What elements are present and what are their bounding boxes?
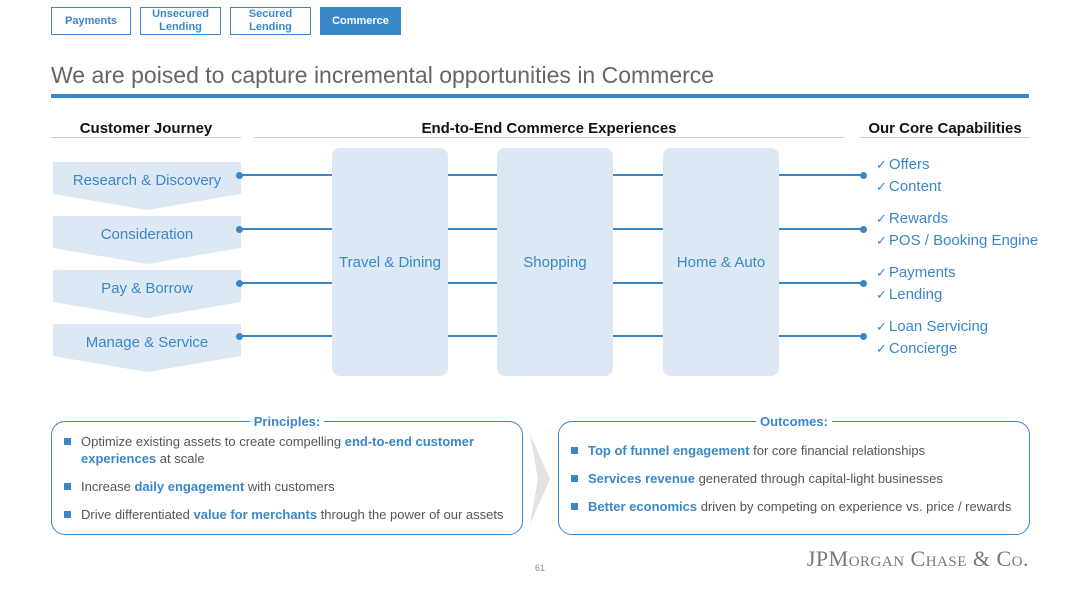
bullet-icon — [64, 483, 71, 490]
check-icon: ✓ — [876, 265, 887, 280]
check-icon: ✓ — [876, 287, 887, 302]
journey-step: Manage & Service — [85, 334, 209, 351]
connector-line — [448, 335, 497, 337]
connector-line — [613, 228, 663, 230]
experience-panel-travel — [332, 148, 448, 376]
company-logo: JPMorgan Chase & Co. — [806, 546, 1029, 571]
tab-secured-lending[interactable]: Secured Lending — [230, 7, 311, 35]
check-icon: ✓ — [876, 157, 887, 172]
connector-dot — [236, 333, 243, 340]
connector-line — [240, 335, 332, 337]
experience-panel-shopping — [497, 148, 613, 376]
connector-dot — [860, 172, 867, 179]
outcomes-title: Outcomes: — [756, 414, 832, 429]
journey-step: Research & Discovery — [72, 172, 222, 189]
bullet-icon — [571, 475, 578, 482]
outcomes-title-row: Outcomes: — [559, 413, 1029, 431]
capability-item: ✓ Offers — [876, 156, 930, 173]
principle-item: Drive differentiated value for merchants… — [64, 506, 521, 523]
capability-item: ✓ Content — [876, 178, 942, 195]
chevron-pay-borrow — [53, 270, 241, 318]
connector-line — [613, 282, 663, 284]
tab-label: Secured Lending — [248, 8, 293, 33]
check-icon: ✓ — [876, 211, 887, 226]
header-customer-journey: Customer Journey — [79, 120, 213, 137]
header-experiences: End-to-End Commerce Experiences — [421, 120, 677, 137]
connector-dot — [860, 280, 867, 287]
connector-dot — [860, 333, 867, 340]
check-icon: ✓ — [876, 319, 887, 334]
chevron-research — [53, 162, 241, 210]
connector-dot — [236, 172, 243, 179]
connector-line — [779, 282, 863, 284]
principles-title: Principles: — [249, 414, 325, 429]
journey-step: Pay & Borrow — [101, 280, 193, 297]
connector-line — [240, 228, 332, 230]
connector-line — [613, 335, 663, 337]
page-number: 61 — [534, 563, 545, 573]
connector-line — [448, 282, 497, 284]
chevron-manage-service — [53, 324, 241, 372]
bullet-icon — [571, 447, 578, 454]
connector-line — [240, 174, 332, 176]
experience-panel-home-auto — [663, 148, 779, 376]
principles-title-row: Principles: — [52, 413, 522, 431]
chevron-consideration — [53, 216, 241, 264]
connector-line — [779, 228, 863, 230]
arrow-right-icon — [530, 434, 550, 524]
principle-item: Increase daily engagement with customers — [64, 478, 501, 495]
connector-dot — [236, 280, 243, 287]
connector-line — [448, 174, 497, 176]
principles-box: Principles: — [51, 414, 523, 535]
capability-item: ✓ Concierge — [876, 340, 958, 357]
journey-step: Consideration — [100, 226, 194, 243]
connector-dot — [860, 226, 867, 233]
check-icon: ✓ — [876, 233, 887, 248]
capability-item: ✓ Lending — [876, 286, 943, 303]
page-title: We are poised to capture incremental opp… — [51, 62, 715, 88]
divider — [860, 137, 1030, 138]
tab-label: Unsecured Lending — [152, 8, 209, 33]
connector-line — [448, 228, 497, 230]
capability-item: ✓ Loan Servicing — [876, 318, 989, 335]
outcomes-box: Outcomes: — [558, 414, 1030, 535]
connector-line — [779, 174, 863, 176]
experience-label: Home & Auto — [676, 254, 766, 271]
outcome-item: Top of funnel engagement for core financ… — [571, 442, 1028, 459]
outcome-item: Services revenue generated through capit… — [571, 470, 1028, 487]
tab-payments[interactable]: Payments — [51, 7, 131, 35]
outcome-item: Better economics driven by competing on … — [571, 498, 1028, 515]
divider — [51, 137, 241, 138]
capability-item: ✓ POS / Booking Engine — [876, 232, 1039, 249]
bullet-icon — [64, 511, 71, 518]
check-icon: ✓ — [876, 341, 887, 356]
principle-item: Optimize existing assets to create compe… — [64, 433, 501, 467]
check-icon: ✓ — [876, 179, 887, 194]
experience-label: Travel & Dining — [339, 254, 441, 271]
divider — [254, 137, 844, 138]
tab-commerce[interactable]: Commerce — [320, 7, 401, 35]
bullet-icon — [64, 438, 71, 445]
experience-label: Shopping — [523, 254, 587, 271]
capability-item: ✓ Payments — [876, 264, 956, 281]
tab-unsecured-lending[interactable]: Unsecured Lending — [140, 7, 221, 35]
connector-line — [613, 174, 663, 176]
connector-dot — [236, 226, 243, 233]
header-capabilities: Our Core Capabilities — [868, 120, 1022, 137]
title-rule — [51, 94, 1029, 98]
connector-line — [779, 335, 863, 337]
journey-chevrons — [53, 162, 241, 372]
connector-line — [240, 282, 332, 284]
capability-item: ✓ Rewards — [876, 210, 949, 227]
bullet-icon — [571, 503, 578, 510]
